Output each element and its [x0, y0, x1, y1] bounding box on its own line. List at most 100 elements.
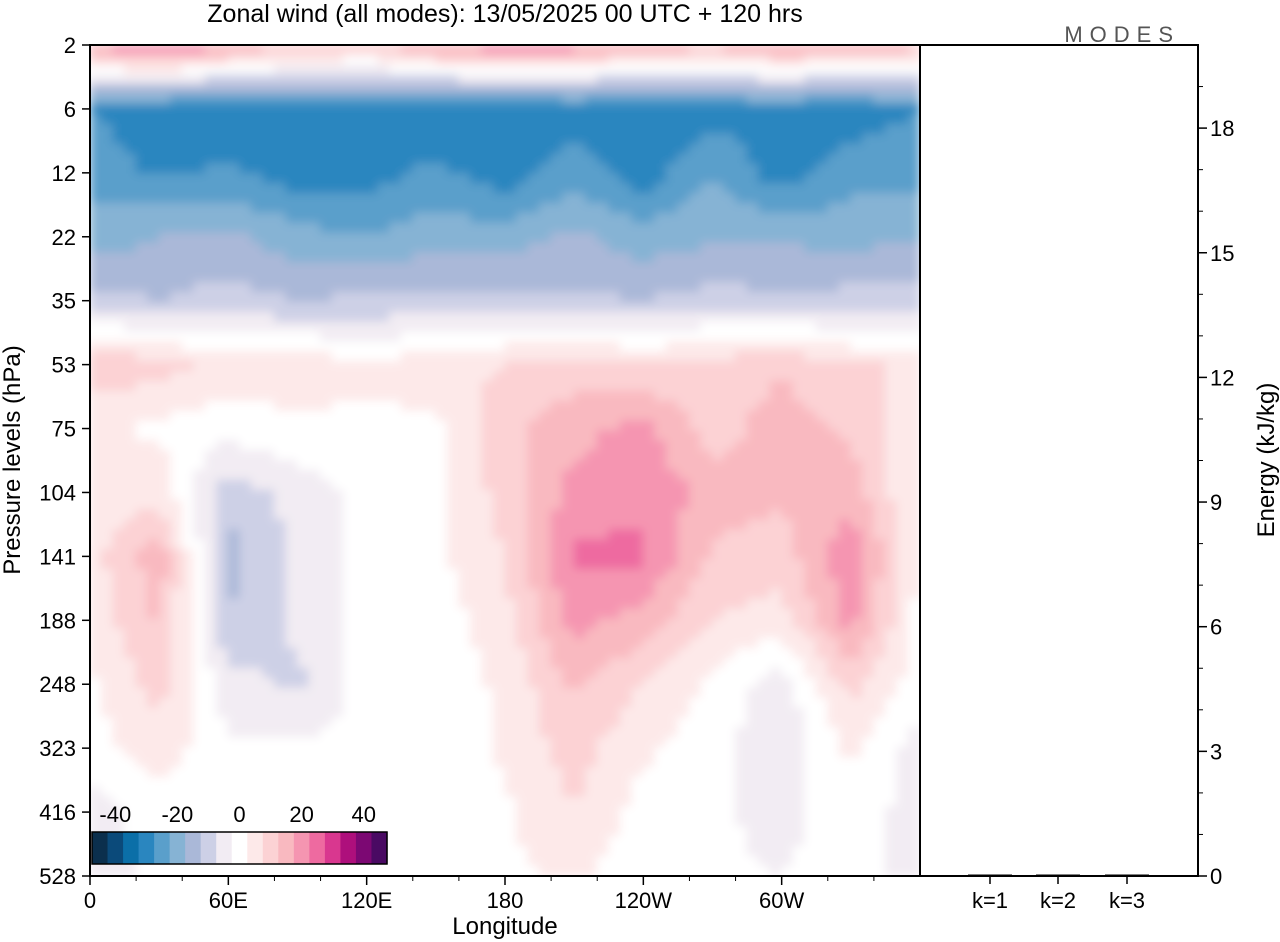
wind-cell	[792, 707, 806, 719]
wind-cell	[769, 697, 783, 709]
wind-cell	[412, 212, 425, 224]
wind-cell	[735, 647, 748, 659]
wind-cell	[631, 667, 644, 679]
wind-cell	[170, 252, 183, 264]
wind-cell	[838, 222, 852, 234]
wind-cell	[608, 153, 621, 165]
wind-cell	[619, 410, 633, 422]
wind-cell	[308, 311, 322, 323]
wind-cell	[665, 74, 679, 86]
wind-cell	[585, 173, 598, 184]
wind-cell	[700, 143, 713, 155]
wind-cell	[896, 618, 909, 630]
wind-cell	[677, 638, 690, 649]
wind-cell	[227, 400, 241, 412]
wind-cell	[343, 608, 356, 620]
wind-cell	[90, 568, 103, 580]
wind-cell	[343, 727, 356, 738]
wind-cell	[735, 707, 748, 719]
wind-cell	[504, 301, 518, 313]
wind-cell	[423, 173, 437, 184]
wind-cell	[804, 667, 817, 679]
wind-cell	[723, 618, 737, 630]
wind-cell	[654, 608, 667, 620]
wind-cell	[596, 450, 610, 461]
wind-cell	[343, 588, 356, 600]
wind-cell	[619, 469, 633, 481]
wind-cell	[320, 390, 333, 402]
wind-cell	[481, 420, 494, 432]
wind-cell	[412, 341, 425, 353]
wind-cell	[193, 380, 206, 392]
wind-cell	[308, 469, 322, 481]
wind-cell	[112, 222, 126, 234]
wind-cell	[562, 380, 575, 392]
wind-cell	[343, 390, 356, 402]
wind-cell	[112, 539, 126, 551]
wind-cell	[124, 183, 137, 194]
wind-cell	[712, 103, 725, 115]
wind-cell	[677, 707, 690, 719]
wind-cell	[746, 588, 760, 600]
wind-cell	[758, 667, 771, 679]
wind-cell	[331, 380, 345, 392]
wind-cell	[619, 430, 633, 442]
wind-cell	[320, 321, 333, 333]
wind-cell	[331, 93, 345, 105]
wind-cell	[331, 450, 345, 461]
wind-cell	[619, 143, 633, 155]
wind-cell	[181, 727, 195, 738]
wind-cell	[804, 93, 817, 105]
wind-cell	[262, 74, 275, 86]
wind-cell	[573, 222, 587, 234]
wind-cell	[412, 450, 425, 461]
wind-cell	[596, 361, 610, 372]
wind-cell	[458, 568, 471, 580]
wind-cell	[90, 677, 103, 689]
wind-cell	[642, 460, 656, 471]
wind-cell	[343, 499, 356, 511]
wind-cell	[539, 588, 552, 600]
wind-cell	[320, 687, 333, 699]
wind-cell	[573, 45, 587, 56]
wind-cell	[308, 717, 322, 729]
wind-cell	[239, 84, 252, 95]
wind-cell	[712, 163, 725, 175]
wind-cell	[297, 291, 310, 303]
wind-cell	[527, 272, 541, 283]
wind-cell	[861, 45, 875, 56]
wind-cell	[550, 45, 564, 56]
wind-cell	[412, 113, 425, 125]
wind-cell	[193, 123, 206, 135]
wind-cell	[746, 103, 760, 115]
wind-cell	[101, 588, 114, 600]
wind-cell	[746, 361, 760, 372]
wind-cell	[539, 450, 552, 461]
wind-cell	[504, 618, 518, 630]
wind-cell	[585, 301, 598, 313]
wind-cell	[446, 291, 460, 303]
wind-cell	[458, 519, 471, 531]
wind-cell	[723, 677, 737, 689]
wind-cell	[642, 509, 656, 521]
wind-cell	[101, 647, 114, 659]
wind-cell	[216, 697, 229, 709]
wind-cell	[389, 272, 402, 283]
wind-cell	[262, 499, 275, 511]
wind-cell	[631, 568, 644, 580]
wind-cell	[792, 212, 806, 224]
wind-cell	[308, 509, 322, 521]
wind-cell	[712, 509, 725, 521]
wind-cell	[527, 262, 541, 274]
wind-cell	[112, 638, 126, 649]
wind-cell	[642, 657, 656, 669]
wind-cell	[308, 450, 322, 461]
wind-cell	[354, 321, 368, 333]
wind-cell	[112, 311, 126, 323]
wind-cell	[181, 321, 195, 333]
wind-cell	[585, 311, 598, 323]
wind-cell	[850, 400, 863, 412]
wind-cell	[642, 311, 656, 323]
wind-cell	[677, 440, 690, 452]
wind-cell	[562, 222, 575, 234]
